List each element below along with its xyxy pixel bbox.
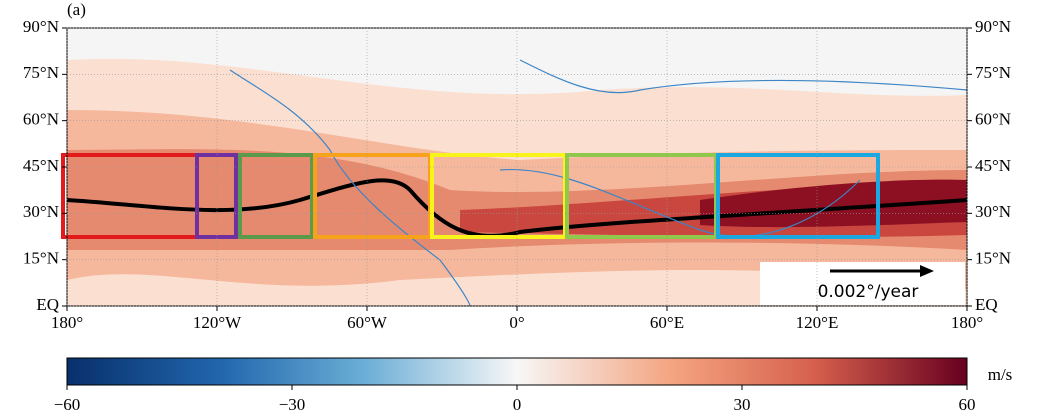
lon-label: 180° — [951, 313, 983, 332]
lon-label: 120°E — [796, 313, 839, 332]
lat-label: 90°N — [975, 17, 1011, 36]
lat-label: 75°N — [23, 63, 59, 82]
lat-label: 75°N — [975, 63, 1011, 82]
colorbar — [66, 357, 968, 386]
lon-label: 60°W — [347, 313, 388, 332]
lon-label: 0° — [509, 313, 524, 332]
colorbar-label: 60 — [959, 395, 976, 414]
colorbar-label: −60 — [54, 395, 81, 414]
reference-label: 0.002°/year — [818, 282, 919, 302]
lat-label: 60°N — [23, 110, 59, 129]
lon-label: 60°E — [650, 313, 684, 332]
reference-box — [760, 262, 965, 305]
panel-label: (a) — [67, 0, 86, 19]
lat-label: 45°N — [975, 156, 1011, 175]
lon-label: 180° — [51, 313, 83, 332]
lat-label: 15°N — [975, 249, 1011, 268]
lat-label: 15°N — [23, 249, 59, 268]
lat-label: EQ — [975, 295, 998, 314]
lat-label: 30°N — [23, 202, 59, 221]
colorbar-label: 30 — [734, 395, 751, 414]
lat-label: 90°N — [23, 17, 59, 36]
lat-label: 45°N — [23, 156, 59, 175]
lat-label: 30°N — [975, 202, 1011, 221]
region-boxes — [61, 153, 880, 239]
colorbar-label: 0 — [513, 395, 522, 414]
arrow-head — [920, 265, 934, 277]
colorbar-unit: m/s — [988, 365, 1013, 384]
lat-label: 60°N — [975, 110, 1011, 129]
lat-label: EQ — [36, 295, 59, 314]
lon-label: 120°W — [193, 313, 242, 332]
colorbar-label: −30 — [279, 395, 306, 414]
